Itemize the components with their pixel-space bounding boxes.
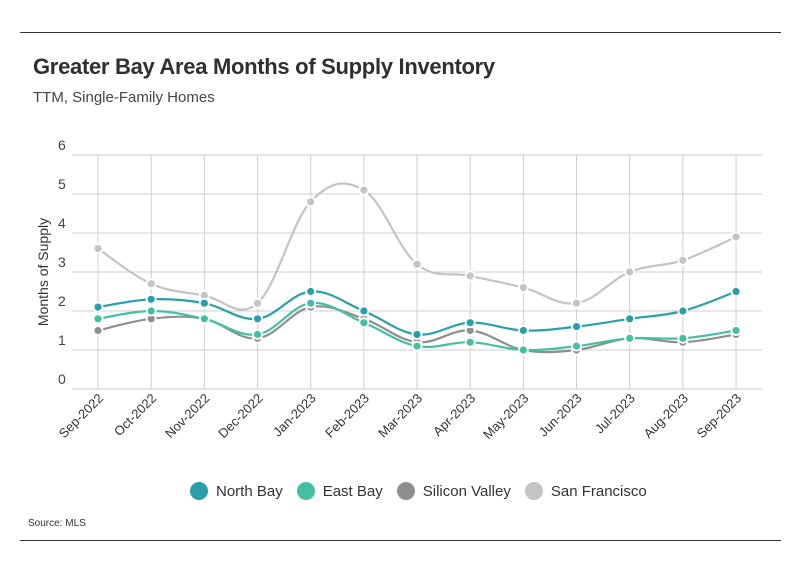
data-point-san-francisco	[145, 278, 157, 290]
data-point-east-bay	[252, 328, 263, 340]
y-axis-label: Months of Supply	[35, 218, 51, 326]
chart-legend: North Bay East Bay Silicon Valley San Franc…	[190, 482, 661, 500]
legend-item: Silicon Valley	[396, 482, 511, 500]
chart-title: Greater Bay Area Months of Supply Invent…	[33, 54, 495, 79]
x-tick-label: Feb-2023	[322, 391, 372, 441]
legend-label: San Francisco	[550, 482, 647, 500]
data-point-east-bay	[411, 340, 423, 352]
data-point-san-francisco	[305, 196, 317, 208]
data-point-north-bay	[571, 321, 582, 333]
data-point-north-bay	[305, 286, 317, 297]
data-point-san-francisco	[517, 282, 529, 294]
data-point-san-francisco	[624, 266, 636, 278]
top-rule	[20, 32, 781, 33]
y-tick-label: 4	[58, 215, 66, 231]
data-point-silicon-valley	[92, 325, 104, 336]
legend-label: North Bay	[216, 482, 283, 500]
y-tick-label: 5	[58, 176, 66, 192]
data-point-east-bay	[198, 313, 210, 325]
data-point-east-bay	[358, 317, 370, 329]
x-tick-label: Jun-2023	[536, 391, 585, 440]
data-point-north-bay	[92, 301, 104, 313]
legend-swatch-icon	[524, 482, 543, 500]
data-point-san-francisco	[92, 243, 104, 255]
data-point-east-bay	[464, 336, 476, 348]
data-point-north-bay	[358, 305, 370, 317]
data-point-north-bay	[145, 293, 157, 305]
legend-swatch-icon	[396, 482, 415, 500]
x-tick-label: Mar-2023	[375, 391, 425, 441]
x-tick-label: Jan-2023	[270, 391, 319, 440]
legend-item: East Bay	[296, 482, 383, 500]
legend-item: San Francisco	[524, 482, 647, 500]
data-point-san-francisco	[730, 231, 742, 243]
data-point-north-bay	[464, 317, 476, 329]
data-point-san-francisco	[571, 297, 582, 309]
data-point-north-bay	[730, 286, 742, 297]
y-tick-label: 1	[58, 332, 66, 348]
data-point-east-bay	[145, 305, 157, 317]
data-point-san-francisco	[464, 270, 476, 282]
x-tick-label: Sep-2023	[694, 391, 744, 441]
y-tick-label: 6	[58, 137, 66, 153]
x-tick-label: Sep-2022	[56, 391, 106, 441]
data-point-east-bay	[677, 332, 689, 344]
data-point-north-bay	[624, 313, 636, 325]
x-tick-label: Dec-2022	[215, 391, 265, 441]
source-note: Source: MLS	[28, 518, 86, 529]
x-tick-label: Nov-2022	[162, 391, 212, 441]
data-point-san-francisco	[252, 297, 263, 309]
x-tick-label: Oct-2022	[111, 391, 159, 439]
data-point-east-bay	[571, 340, 582, 352]
data-point-san-francisco	[411, 258, 423, 270]
data-point-san-francisco	[358, 184, 370, 196]
x-tick-label: Aug-2023	[641, 391, 691, 441]
x-tick-label: Apr-2023	[430, 391, 478, 439]
y-tick-label: 3	[58, 254, 66, 270]
data-point-east-bay	[92, 313, 104, 325]
data-point-east-bay	[517, 344, 529, 356]
data-point-north-bay	[411, 328, 423, 340]
data-point-north-bay	[252, 313, 263, 325]
y-tick-label: 0	[58, 371, 66, 387]
legend-item: North Bay	[190, 482, 283, 500]
bottom-rule	[20, 540, 781, 541]
data-point-east-bay	[730, 325, 742, 336]
x-tick-label: Jul-2023	[592, 391, 638, 437]
legend-swatch-icon	[190, 482, 208, 500]
data-point-san-francisco	[677, 254, 689, 266]
data-point-east-bay	[305, 297, 317, 309]
legend-swatch-icon	[296, 482, 315, 500]
data-point-north-bay	[677, 305, 689, 317]
legend-label: East Bay	[322, 482, 383, 500]
data-point-east-bay	[624, 332, 636, 344]
y-tick-label: 2	[58, 293, 66, 309]
legend-label: Silicon Valley	[422, 482, 511, 500]
data-point-north-bay	[517, 325, 529, 336]
data-point-north-bay	[198, 297, 210, 309]
chart-subtitle: TTM, Single-Family Homes	[33, 89, 215, 106]
x-tick-label: May-2023	[480, 391, 531, 442]
